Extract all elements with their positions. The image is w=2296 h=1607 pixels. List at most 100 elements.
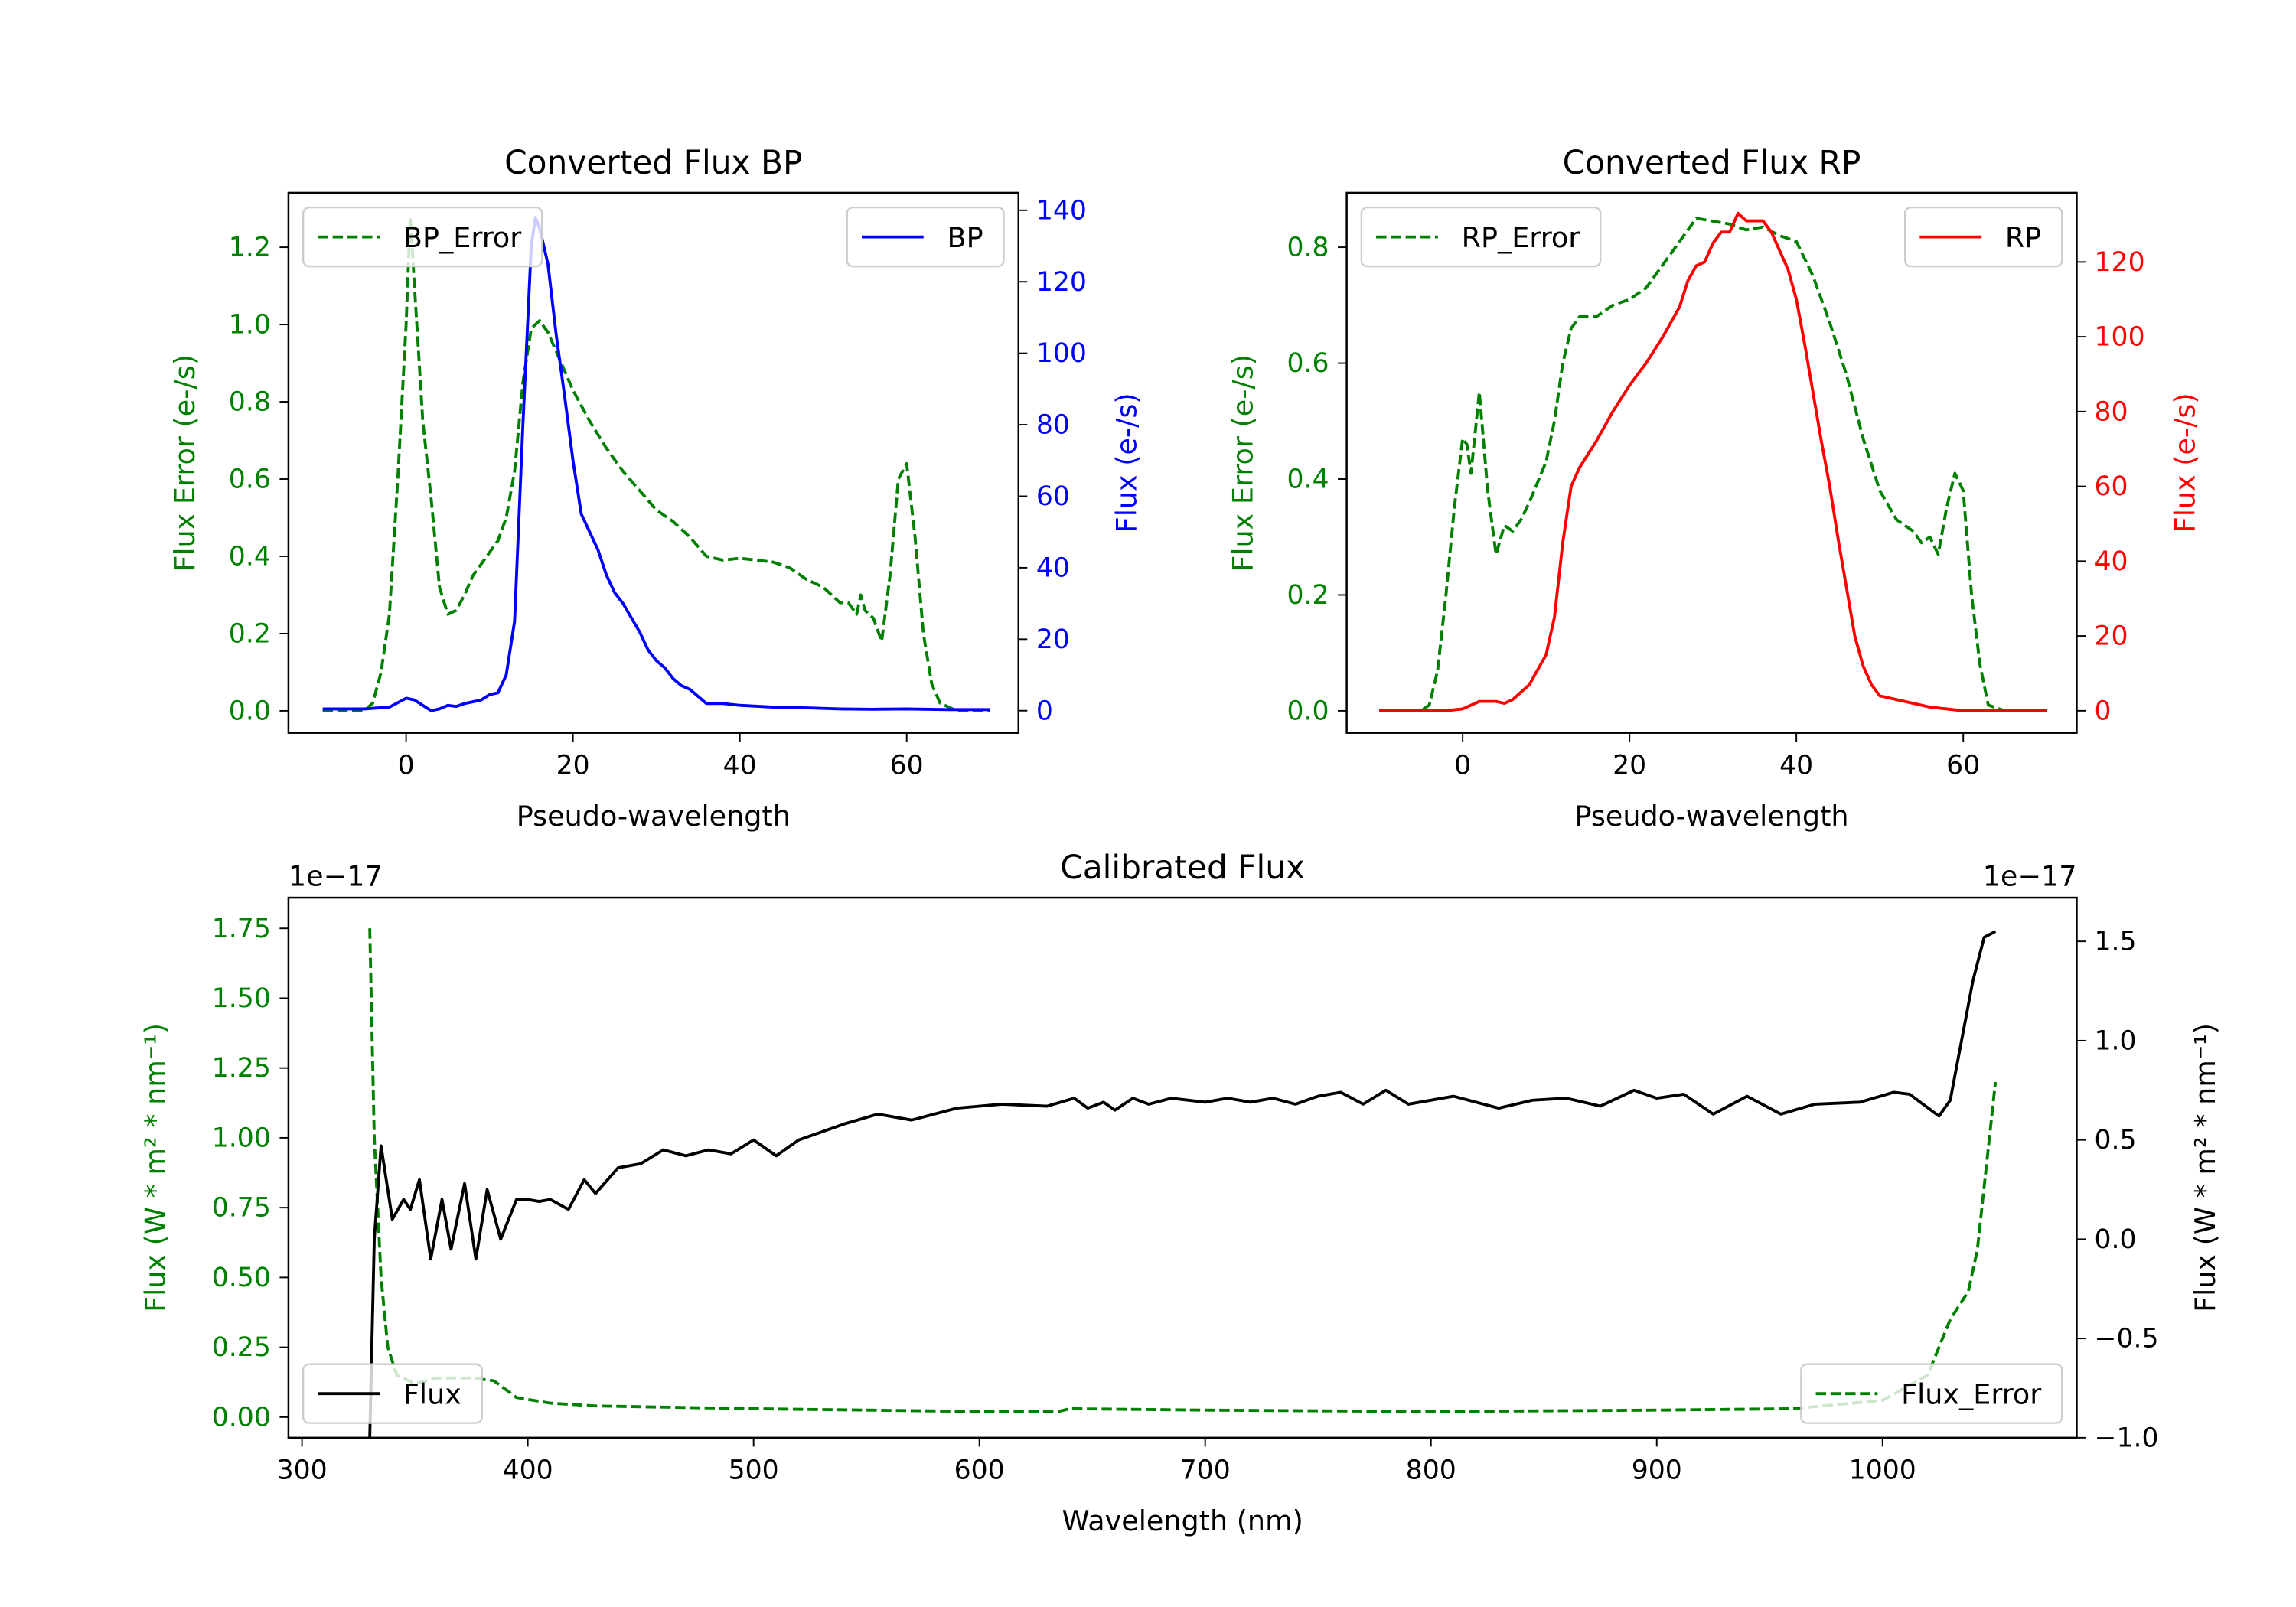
y-right-tick-label: 100 <box>2095 322 2145 353</box>
y-left-tick-label: 0.25 <box>212 1332 271 1363</box>
legend-box <box>1903 207 2063 268</box>
legend-label: Flux_Error <box>1901 1378 2042 1411</box>
series-line-flux <box>368 930 1997 1438</box>
x-tick-label: 600 <box>954 1455 1005 1486</box>
x-tick-label: 900 <box>1632 1455 1682 1486</box>
y-left-tick-label: 1.75 <box>212 914 271 944</box>
x-tick-label: 800 <box>1406 1455 1456 1486</box>
legend-bp: BP <box>846 207 1005 268</box>
y-right-tick-label: 40 <box>1036 553 1070 583</box>
y-right-tick-label: 80 <box>2095 396 2128 427</box>
y-left-tick-label: 1.50 <box>212 983 271 1014</box>
y-left-tick-label: 0.50 <box>212 1263 271 1293</box>
y-left-tick-label: 0.6 <box>229 464 271 495</box>
x-tick-label: 40 <box>723 751 757 781</box>
y-right-axis-label: Flux (e-/s) <box>2168 393 2201 533</box>
y-right-tick-label: 0.5 <box>2095 1125 2137 1156</box>
y-left-tick-label: 0.00 <box>212 1402 271 1433</box>
y-right-tick-label: 60 <box>1036 481 1070 512</box>
y-right-tick-label: 0 <box>1036 696 1053 726</box>
y-right-tick-label: 100 <box>1036 338 1087 369</box>
series-line-bp-error <box>322 214 990 712</box>
calibrated-panel: 300 400 500 600 700 800 900 1000 0.00 0.25 0.50 0.7… <box>139 849 2222 1537</box>
axes-frame <box>1345 191 2078 734</box>
series-line-flux-error <box>368 928 1998 1413</box>
y-left-tick-label: 0.2 <box>229 618 271 649</box>
y-left-tick-label: 1.2 <box>229 233 271 263</box>
series-line-rp-error <box>1379 217 2047 712</box>
y-left-tick-label: 1.25 <box>212 1053 271 1084</box>
y-left-tick-label: 0.75 <box>212 1193 271 1224</box>
y-left-axis-label: Flux Error (e-/s) <box>168 354 201 572</box>
x-axis-label: Pseudo-wavelength <box>517 800 791 833</box>
y-left-tick-label: 1.00 <box>212 1123 271 1153</box>
y-right-tick-label: 120 <box>2095 247 2145 278</box>
x-tick-label: 400 <box>503 1455 553 1486</box>
y-right-tick-label: 1.0 <box>2095 1025 2137 1056</box>
chart-title: Calibrated Flux <box>1060 849 1305 886</box>
legend-label: RP_Error <box>1462 221 1581 254</box>
y-left-offset-label: 1e−17 <box>289 860 383 893</box>
legend-bp-error: BP_Error <box>302 207 543 268</box>
legend-label: Flux <box>403 1378 461 1411</box>
legend-label: BP_Error <box>403 221 522 254</box>
rp-panel: 0 20 40 60 0.0 0.2 0.4 0.6 0.8 0 20 40 60 80 100 120 Con… <box>1227 144 2202 833</box>
y-right-tick-label: 120 <box>1036 267 1087 298</box>
y-left-tick-label: 0.0 <box>1287 696 1329 726</box>
x-tick-label: 60 <box>1946 751 1980 781</box>
y-left-tick-label: 1.0 <box>229 310 271 341</box>
legend-box <box>846 207 1005 268</box>
axes-frame <box>287 191 1020 734</box>
y-left-tick-label: 0.6 <box>1287 348 1329 379</box>
x-axis-label: Wavelength (nm) <box>1062 1504 1303 1537</box>
y-left-tick-label: 0.2 <box>1287 580 1329 611</box>
bp-panel: 0 20 40 60 0.0 0.2 0.4 0.6 0.8 1.0 1.2 0 20 40 60 80 100… <box>168 144 1143 833</box>
y-right-tick-label: 140 <box>1036 195 1087 226</box>
y-right-tick-label: 20 <box>1036 624 1070 655</box>
y-right-tick-label: 60 <box>2095 471 2128 502</box>
chart-title: Converted Flux RP <box>1563 144 1861 181</box>
x-tick-label: 1000 <box>1849 1455 1916 1486</box>
x-tick-label: 40 <box>1779 751 1813 781</box>
y-left-tick-label: 0.4 <box>1287 464 1329 495</box>
chart-title: Converted Flux BP <box>504 144 802 181</box>
x-tick-label: 0 <box>398 751 415 781</box>
legend-flux-error: Flux_Error <box>1800 1363 2063 1424</box>
y-left-tick-label: 0.8 <box>229 387 271 418</box>
y-left-axis-label: Flux (W * m² * nm⁻¹) <box>139 1023 171 1312</box>
y-left-axis-label: Flux Error (e-/s) <box>1227 354 1260 572</box>
legend-rp-error: RP_Error <box>1360 207 1602 268</box>
y-left-tick-label: 0.4 <box>229 542 271 572</box>
x-tick-label: 700 <box>1180 1455 1231 1486</box>
legend-box <box>302 1363 483 1424</box>
x-tick-label: 20 <box>1613 751 1646 781</box>
x-tick-label: 300 <box>277 1455 328 1486</box>
legend-box <box>1800 1363 2063 1424</box>
y-right-axis-label: Flux (W * m² * nm⁻¹) <box>2189 1023 2222 1312</box>
legend-label: RP <box>2005 221 2041 254</box>
x-axis-label: Pseudo-wavelength <box>1574 800 1848 833</box>
y-right-tick-label: 40 <box>2095 546 2128 577</box>
legend-label: BP <box>947 221 983 254</box>
y-right-tick-label: −1.0 <box>2095 1423 2159 1453</box>
y-right-tick-label: 80 <box>1036 410 1070 441</box>
y-right-tick-label: 0 <box>2095 696 2112 726</box>
legend-rp: RP <box>1903 207 2063 268</box>
series-line-rp <box>1379 211 2047 712</box>
x-tick-label: 20 <box>556 751 590 781</box>
y-right-tick-label: −0.5 <box>2095 1324 2159 1354</box>
y-left-tick-label: 0.8 <box>1287 233 1329 263</box>
axes-frame <box>287 896 2078 1439</box>
y-right-axis-label: Flux (e-/s) <box>1110 393 1143 533</box>
y-right-offset-label: 1e−17 <box>1983 860 2077 893</box>
y-right-tick-label: 20 <box>2095 621 2128 652</box>
legend-box <box>302 207 543 268</box>
legend-flux: Flux <box>302 1363 483 1424</box>
x-tick-label: 60 <box>890 751 924 781</box>
y-right-tick-label: 1.5 <box>2095 927 2137 957</box>
y-right-tick-label: 0.0 <box>2095 1224 2137 1255</box>
x-tick-label: 500 <box>729 1455 779 1486</box>
legend-box <box>1360 207 1602 268</box>
